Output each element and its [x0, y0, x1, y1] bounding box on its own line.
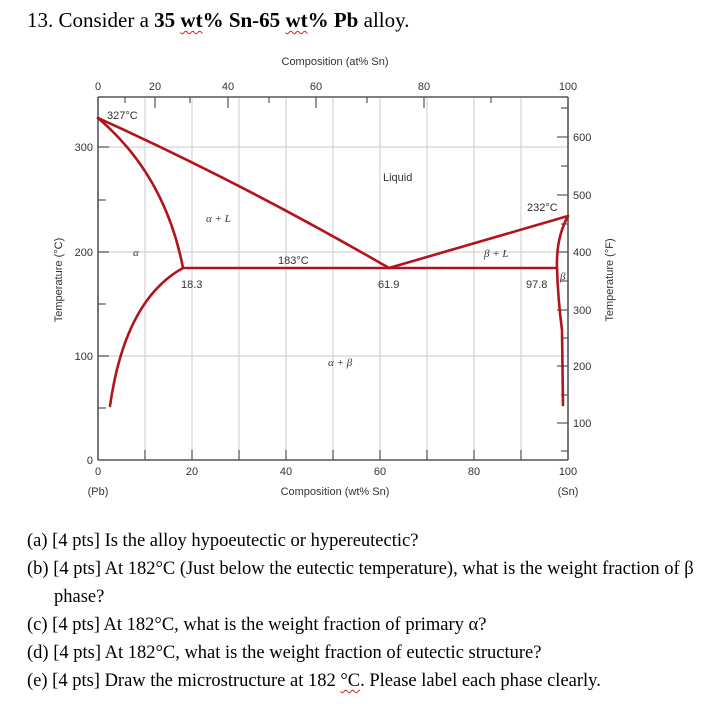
problem-number: 13.	[27, 8, 54, 32]
svg-text:60: 60	[310, 81, 322, 93]
beta-solubility-label: 97.8	[526, 279, 547, 291]
svg-text:0: 0	[87, 455, 93, 467]
top-axis-title: Composition (at% Sn)	[282, 56, 389, 68]
svg-text:300: 300	[573, 305, 591, 317]
phase-diagram: 0 20 40 60 80 100 Composition (at% Sn) 0…	[53, 56, 616, 498]
svg-text:200: 200	[75, 247, 93, 259]
right-axis-ticks	[557, 107, 568, 452]
problem-title: 13. Consider a 35 wt% Sn-65 wt% Pb alloy…	[27, 8, 410, 33]
region-liquid: Liquid	[383, 172, 412, 184]
svg-text:40: 40	[222, 81, 234, 93]
question-b-continued: phase?	[54, 587, 105, 607]
svg-text:100: 100	[75, 351, 93, 363]
phase-boundaries	[96, 116, 570, 408]
question-b: (b) [4 pts] At 182°C (Just below the eut…	[27, 559, 694, 579]
eutectic-composition-label: 61.9	[378, 279, 399, 291]
liquidus-beta-line	[387, 214, 570, 270]
svg-text:0: 0	[95, 81, 101, 93]
question-d: (d) [4 pts] At 182°C, what is the weight…	[27, 643, 542, 663]
svg-text:40: 40	[280, 466, 292, 478]
svg-text:600: 600	[573, 132, 591, 144]
svg-text:80: 80	[418, 81, 430, 93]
pb-end-label: (Pb)	[88, 486, 109, 498]
problem-prefix: Consider a	[58, 8, 149, 32]
svg-text:300: 300	[75, 142, 93, 154]
region-alpha: α	[133, 247, 139, 259]
svg-text:500: 500	[573, 190, 591, 202]
top-axis-labels: 0 20 40 60 80 100	[95, 81, 577, 93]
region-alpha-beta: α + β	[328, 357, 353, 369]
problem-suffix: alloy.	[363, 8, 410, 32]
region-alpha-l: α + L	[206, 213, 231, 225]
solidus-alpha-curve	[96, 116, 185, 270]
bottom-axis-title: Composition (wt% Sn)	[281, 486, 390, 498]
eutectic-temp-label: 183°C	[278, 255, 309, 267]
bottom-axis-labels: 0 20 40 60 80 100	[95, 466, 577, 478]
sn-melting-label: 232°C	[527, 202, 558, 214]
pb-melting-label: 327°C	[107, 110, 138, 122]
region-beta: β	[559, 271, 566, 283]
svg-text:200: 200	[573, 361, 591, 373]
svg-text:100: 100	[559, 81, 577, 93]
solvus-alpha-curve	[108, 266, 185, 408]
right-axis-labels: 100 200 300 400 500 600	[573, 132, 591, 430]
svg-text:20: 20	[149, 81, 161, 93]
sn-end-label: (Sn)	[558, 486, 579, 498]
region-beta-l: β + L	[483, 248, 509, 260]
svg-text:0: 0	[95, 466, 101, 478]
left-axis-title: Temperature (°C)	[53, 238, 65, 322]
beta-phase-curve	[555, 214, 570, 407]
question-list: (a) [4 pts] Is the alloy hypoeutectic or…	[27, 527, 694, 695]
alloy-composition: 35 wt% Sn-65 wt% Pb	[154, 8, 359, 32]
left-axis-labels: 0 100 200 300	[75, 142, 93, 467]
svg-text:400: 400	[573, 247, 591, 259]
svg-text:100: 100	[573, 418, 591, 430]
question-c: (c) [4 pts] At 182°C, what is the weight…	[27, 615, 487, 635]
question-a: (a) [4 pts] Is the alloy hypoeutectic or…	[27, 531, 419, 551]
left-axis-ticks	[98, 146, 109, 409]
svg-text:60: 60	[374, 466, 386, 478]
svg-text:80: 80	[468, 466, 480, 478]
liquidus-alpha-line	[96, 116, 391, 270]
question-e: (e) [4 pts] Draw the microstructure at 1…	[27, 671, 601, 691]
top-axis-ticks	[124, 97, 492, 108]
svg-text:20: 20	[186, 466, 198, 478]
alpha-solubility-label: 18.3	[181, 279, 202, 291]
bottom-axis-ticks	[144, 450, 522, 460]
svg-text:100: 100	[559, 466, 577, 478]
right-axis-title: Temperature (°F)	[604, 238, 616, 321]
grid	[98, 98, 568, 460]
